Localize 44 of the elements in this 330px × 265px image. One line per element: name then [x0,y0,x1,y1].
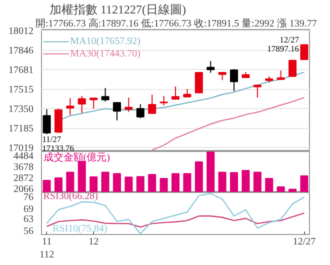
candlestick [66,98,74,116]
y-tick-label: 2872 [14,173,34,184]
candlestick [42,108,51,135]
series-label: RSI30(66.28) [43,191,98,202]
series-label: RSI10(75.84) [52,224,108,235]
candlestick [90,98,98,110]
y-tick-label: 18012 [8,26,34,38]
y-tick-label: 17846 [8,46,34,57]
candlestick [78,95,86,114]
y-tick-label: 56 [24,226,34,237]
x-tick-label: 12/27 [292,236,316,248]
y-tick-label: 17681 [8,65,34,76]
candlestick [300,44,308,60]
y-tick-label: 63 [24,214,34,226]
candlestick [171,86,180,100]
x-tick-label: 12 [88,236,99,248]
y-tick-label: 17350 [8,104,34,116]
candlestick [54,108,62,134]
annotation: 11/27 17133.76 [42,134,74,154]
candlestick [253,84,262,98]
y-tick-label: 17515 [8,84,34,96]
y-tick-label: 4484 [14,150,34,162]
chart-subtitle: 開:17766.73 高:17897.16 低:17766.73 收:17891.5 量:2992 漲 139.77 [36,18,317,30]
candlestick [194,72,203,94]
y-tick-label: 3678 [14,162,34,173]
line-series [151,97,305,151]
x-tick-label: 11 112 [39,236,54,261]
y-tick-label: 76 [24,192,34,204]
candlestick [101,88,110,102]
candlestick [124,97,133,112]
candlestick [160,95,168,106]
candlestick [112,102,121,121]
candlestick [136,104,144,119]
candlestick [276,70,285,80]
candlestick [206,60,215,74]
y-tick-label: 17185 [8,124,34,135]
legend-label: MA10(17657.92) [70,36,140,48]
y-tick-label: 69 [24,204,34,215]
annotation: 12/27 17897.16 [267,34,299,54]
chart-title: 加權指數 1121227(日線圖) [50,2,186,16]
legend-label: MA30(17443.70) [70,48,140,60]
candlestick [148,94,156,114]
candlestick [230,68,238,92]
candlestick [288,59,297,78]
